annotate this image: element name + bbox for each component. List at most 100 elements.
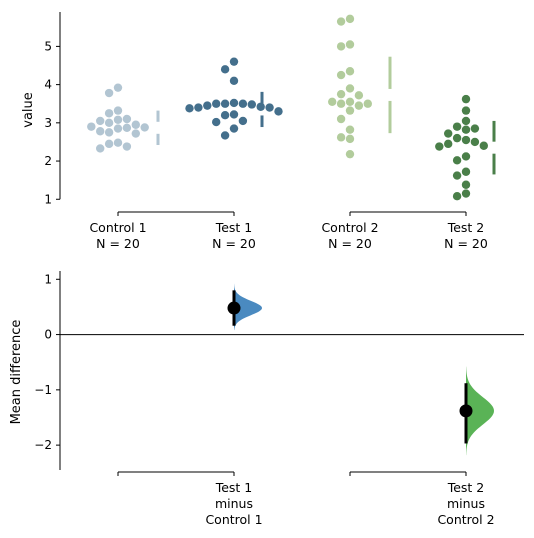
bottom-y-tick-label: 0	[44, 328, 52, 342]
data-point	[336, 70, 346, 80]
data-point	[345, 67, 355, 76]
data-point	[220, 110, 230, 120]
data-point	[104, 128, 114, 137]
bottom-x-tick-label: minus	[447, 496, 485, 511]
data-point	[104, 109, 114, 118]
data-point	[444, 129, 453, 138]
top-y-tick-label: 2	[44, 154, 52, 168]
data-point	[354, 91, 364, 100]
data-point	[461, 125, 471, 134]
data-point	[336, 133, 346, 142]
data-point	[452, 192, 462, 201]
bottom-x-tick-label: Test 2	[447, 480, 485, 495]
bottom-y-tick-label: 1	[44, 272, 52, 286]
data-point	[247, 100, 256, 109]
data-point	[345, 106, 355, 115]
data-point	[461, 189, 471, 198]
data-point	[113, 124, 123, 133]
top-x-tick-label: Control 2	[321, 220, 378, 235]
data-point	[461, 152, 471, 161]
data-point	[131, 129, 140, 138]
data-point	[229, 76, 239, 85]
top-x-tick-label: Test 1	[215, 220, 253, 235]
data-point	[220, 99, 230, 108]
data-point	[238, 99, 248, 108]
bottom-x-tick-label: Control 1	[205, 512, 262, 527]
data-point	[265, 103, 274, 112]
data-point	[220, 131, 230, 140]
bottom-x-tick-label: Control 2	[437, 512, 494, 527]
data-point	[96, 127, 105, 136]
data-point	[336, 89, 346, 99]
bottom-x-tick-label: Test 1	[215, 480, 253, 495]
data-point	[452, 156, 462, 165]
top-y-tick-label: 4	[44, 78, 52, 92]
data-point	[194, 103, 203, 112]
top-y-axis-label: value	[21, 92, 36, 128]
data-point	[336, 42, 346, 51]
mean-difference-point	[227, 301, 241, 315]
data-point	[220, 65, 230, 74]
data-point	[122, 142, 132, 151]
data-point	[113, 115, 123, 124]
data-point	[479, 141, 488, 150]
data-point	[238, 116, 248, 126]
top-x-tick-label: Test 2	[447, 220, 485, 235]
top-y-tick-label: 3	[44, 116, 52, 130]
data-point	[345, 97, 355, 107]
data-point	[131, 120, 140, 129]
data-point	[96, 144, 105, 153]
data-point	[113, 106, 123, 115]
data-point	[435, 142, 444, 151]
data-point	[140, 123, 149, 132]
data-point	[461, 116, 471, 126]
data-point	[345, 125, 355, 134]
data-point	[345, 84, 355, 93]
top-x-sample-size-label: N = 20	[444, 236, 488, 251]
top-y-tick-label: 5	[44, 39, 52, 53]
data-point	[345, 40, 355, 49]
data-point	[336, 17, 346, 26]
data-point	[256, 102, 265, 111]
data-point	[461, 167, 471, 176]
bootstrap-distribution	[466, 366, 494, 456]
data-point	[345, 149, 355, 159]
data-point	[345, 14, 355, 24]
bottom-y-tick-label: −2	[34, 438, 52, 452]
data-point	[274, 107, 283, 116]
top-x-sample-size-label: N = 20	[96, 236, 140, 251]
bootstrap-distribution	[234, 283, 262, 331]
data-point	[113, 83, 123, 92]
top-x-tick-label: Control 1	[89, 220, 146, 235]
data-point	[461, 135, 471, 145]
data-point	[229, 124, 239, 133]
data-point	[122, 114, 132, 124]
data-point	[452, 171, 462, 180]
data-point	[452, 122, 462, 131]
data-point	[336, 114, 346, 124]
data-point	[87, 122, 96, 131]
data-point	[185, 104, 194, 113]
data-point	[470, 137, 480, 147]
data-point	[461, 94, 471, 104]
data-point	[104, 88, 114, 98]
data-point	[336, 99, 346, 108]
mean-difference-point	[459, 404, 473, 418]
data-point	[203, 101, 212, 110]
data-point	[363, 99, 372, 108]
top-y-tick-label: 1	[44, 192, 52, 206]
data-point	[212, 99, 221, 108]
data-point	[461, 106, 471, 115]
top-x-sample-size-label: N = 20	[328, 236, 372, 251]
data-point	[229, 110, 239, 119]
data-point	[212, 117, 221, 127]
data-point	[470, 124, 480, 133]
data-point	[444, 139, 453, 149]
bottom-y-tick-label: −1	[34, 383, 52, 397]
data-point	[122, 123, 132, 132]
data-point	[461, 180, 471, 189]
bottom-y-axis-label: Mean difference	[9, 320, 24, 425]
data-point	[354, 101, 364, 110]
